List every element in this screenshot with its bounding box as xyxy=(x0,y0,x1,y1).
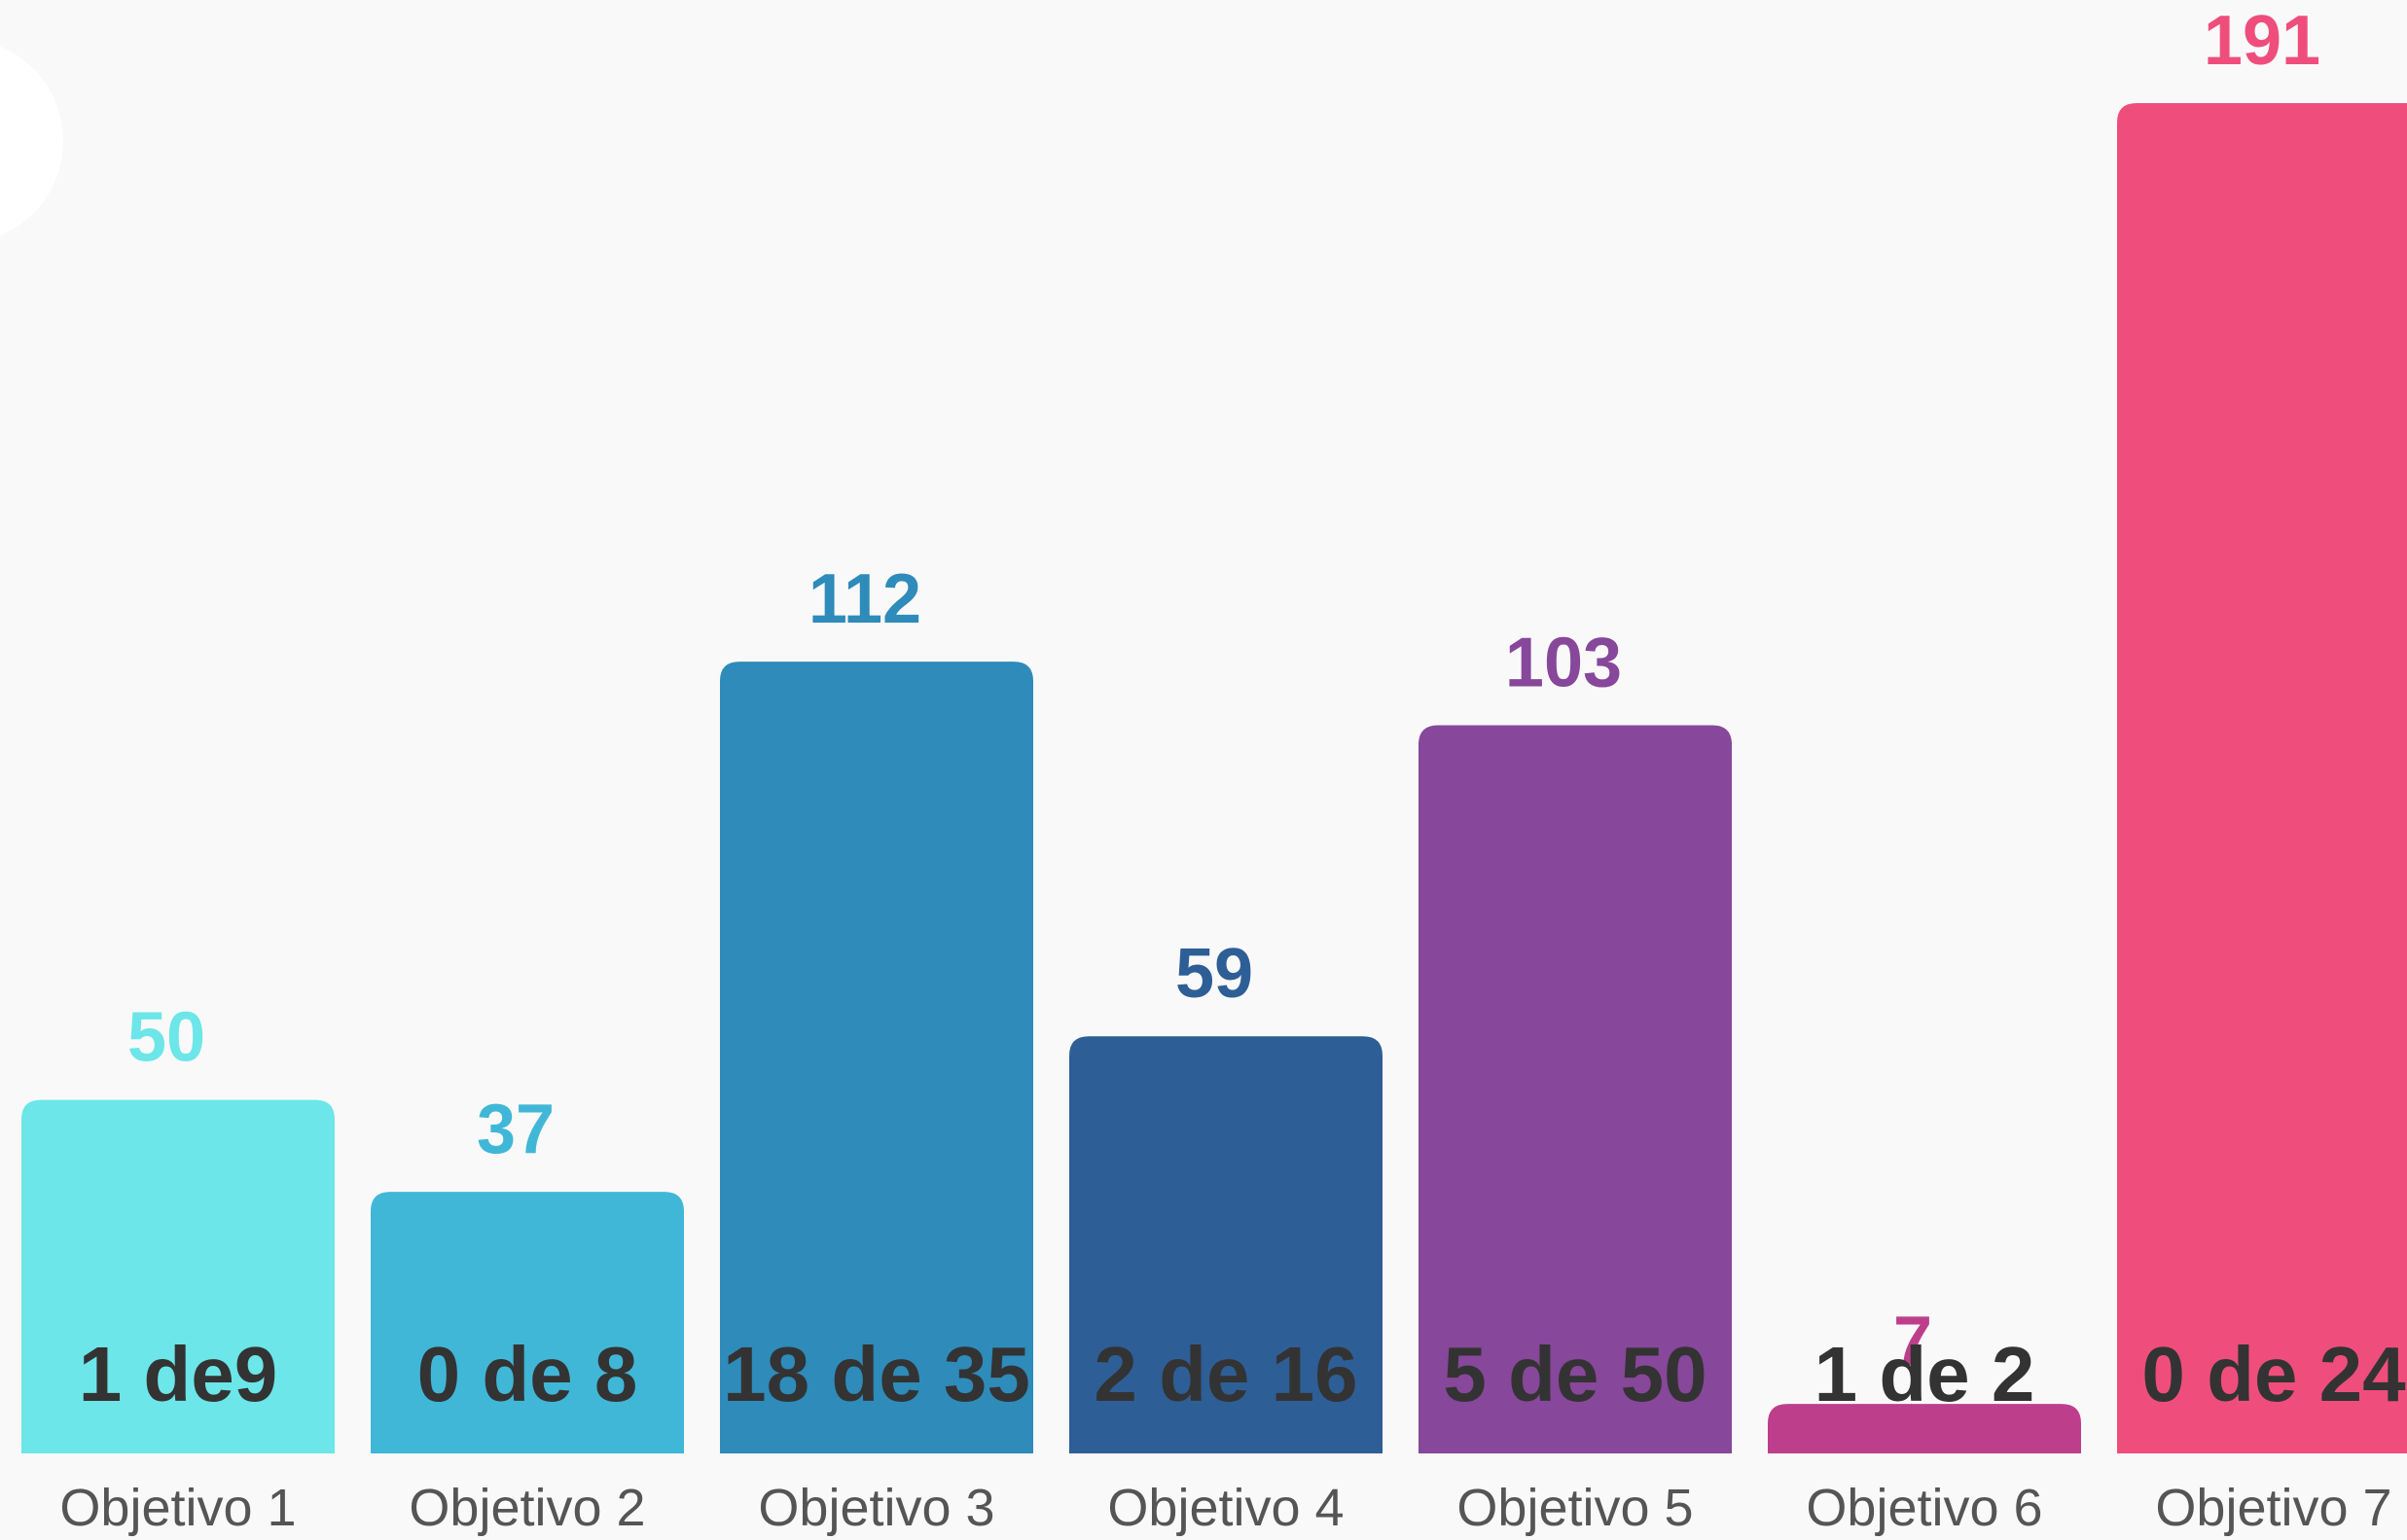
bar xyxy=(1419,725,1732,1453)
value-label: 37 xyxy=(477,1091,555,1168)
inner-label: 2 de 16 xyxy=(1094,1331,1357,1417)
inner-label: 1 de 2 xyxy=(1814,1331,2035,1417)
bar xyxy=(1069,1036,1383,1453)
bar xyxy=(1768,1404,2081,1453)
inner-label: 0 de 8 xyxy=(417,1331,638,1417)
value-label: 7 xyxy=(1893,1303,1932,1380)
inner-label: 5 de 50 xyxy=(1443,1331,1706,1417)
bar xyxy=(720,662,1033,1453)
x-tick-label: Objetivo 2 xyxy=(409,1479,645,1537)
x-tick-label: Objetivo 1 xyxy=(59,1479,296,1537)
inner-label: 1 de9 xyxy=(79,1331,278,1417)
x-tick-label: Objetivo 6 xyxy=(1806,1479,2042,1537)
value-label: 103 xyxy=(1505,624,1622,701)
inner-label: 0 de 24 xyxy=(2141,1331,2406,1417)
x-tick-label: Objetivo 4 xyxy=(1107,1479,1344,1537)
x-tick-label: Objetivo 3 xyxy=(758,1479,994,1537)
bar xyxy=(21,1099,335,1453)
decoration-circle xyxy=(0,46,63,236)
bar xyxy=(2117,103,2407,1453)
value-label: 50 xyxy=(127,999,205,1077)
x-tick-label: Objetivo 5 xyxy=(1456,1479,1693,1537)
x-tick-label: Objetivo 7 xyxy=(2155,1479,2391,1537)
inner-label: 18 de 35 xyxy=(723,1331,1030,1417)
value-label: 112 xyxy=(808,560,921,638)
value-label: 191 xyxy=(2204,2,2320,80)
bar xyxy=(371,1192,684,1453)
value-label: 59 xyxy=(1175,935,1253,1013)
